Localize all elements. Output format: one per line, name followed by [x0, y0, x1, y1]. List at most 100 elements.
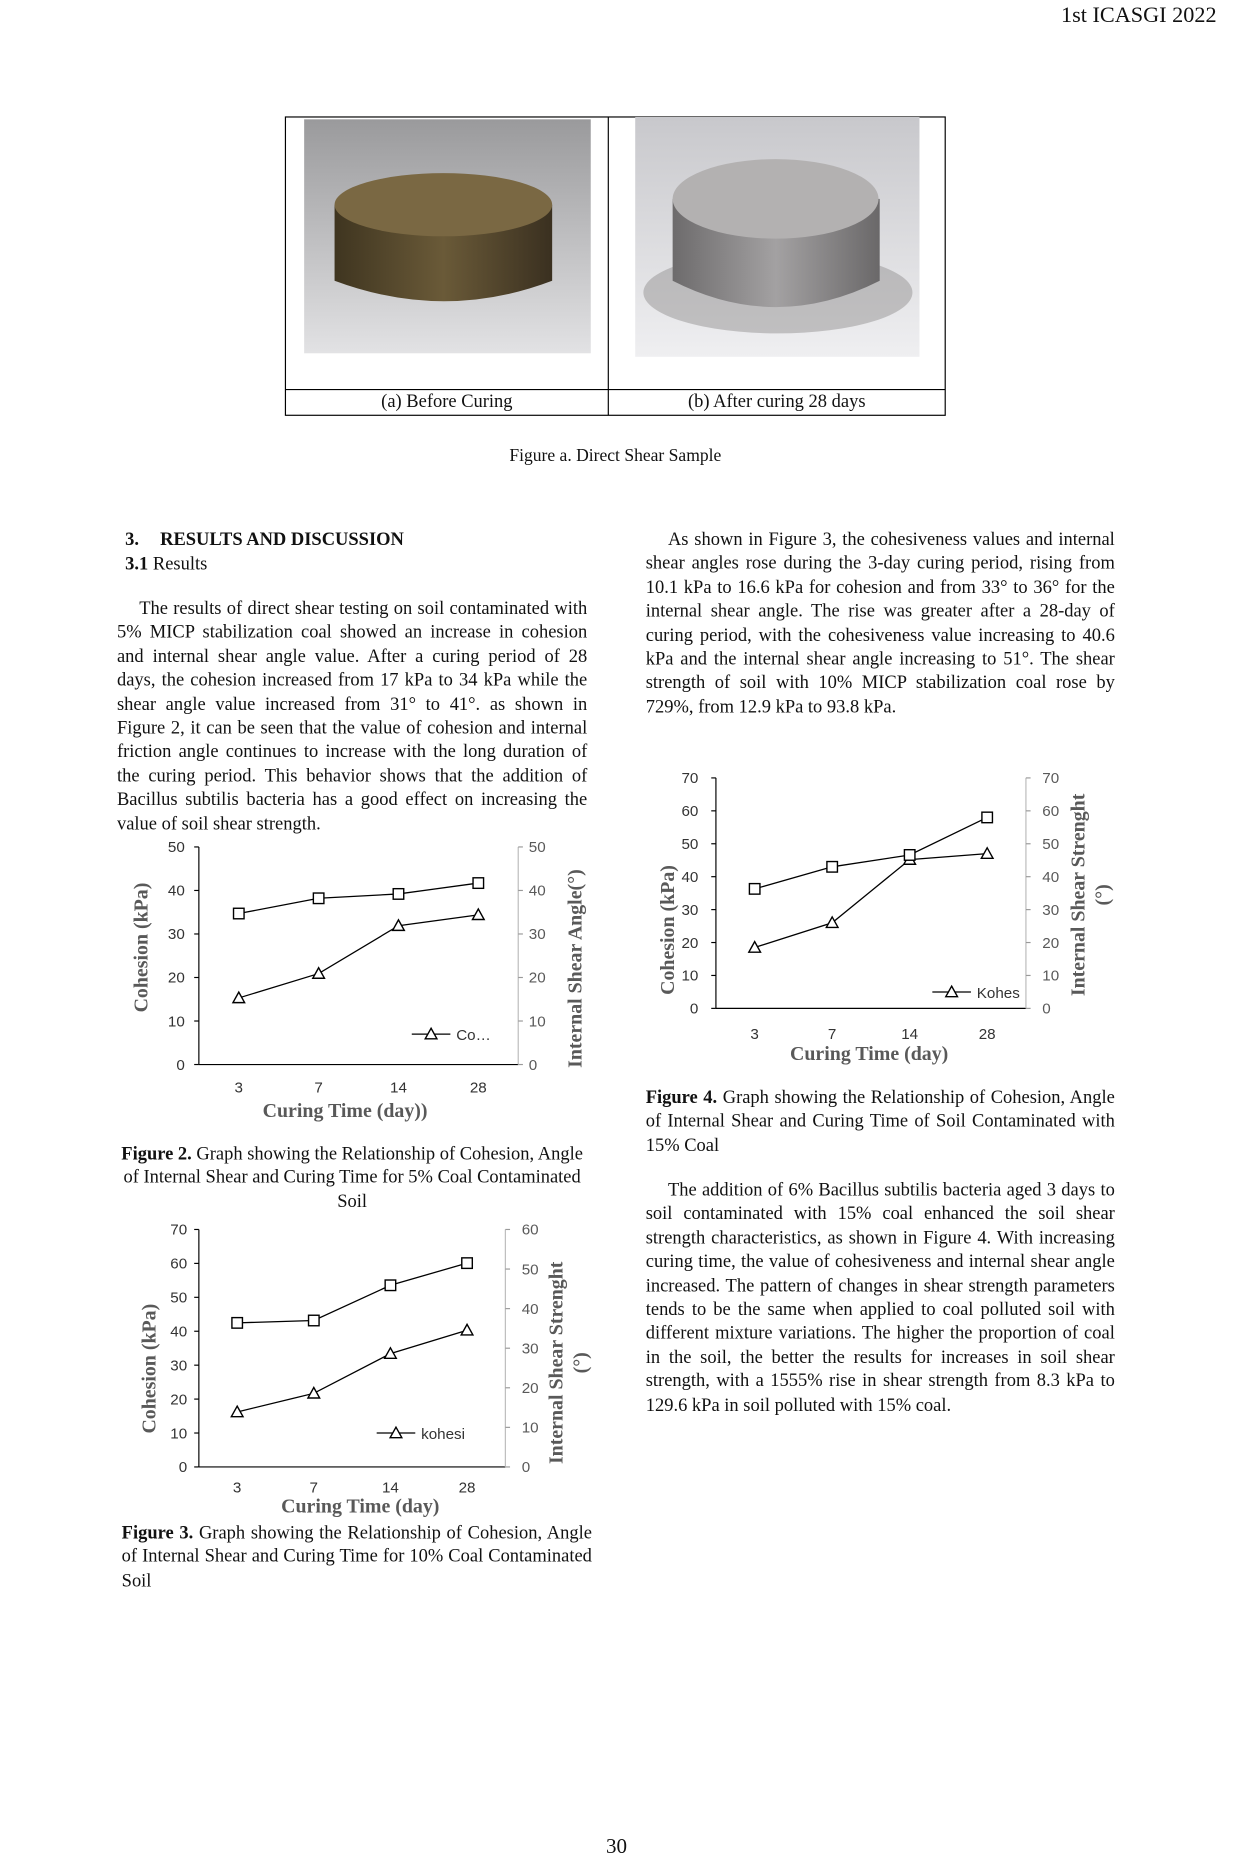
sample-top — [334, 173, 553, 237]
x-tick-label: 14 — [390, 1080, 407, 1097]
y-tick-label: 0 — [690, 1001, 698, 1018]
y-tick-label: 20 — [681, 935, 698, 952]
subsection-heading: 3.1 Results — [125, 553, 593, 577]
y2-axis-label: Internal Shear Angle(°) — [564, 869, 586, 1068]
x-tick-label: 7 — [828, 1026, 836, 1043]
subsection-number: 3.1 — [125, 554, 149, 575]
legend-marker — [388, 1425, 404, 1439]
x-tick-label: 3 — [235, 1080, 243, 1097]
data-point — [903, 848, 916, 861]
y2-tick-label: 20 — [529, 970, 546, 987]
caption-cell: (b) After curing 28 days — [687, 391, 866, 412]
y2-tick-label: 50 — [522, 1261, 539, 1278]
series-line — [237, 1262, 468, 1324]
x-axis-label: Curing Time (day) — [281, 1496, 439, 1518]
y-tick-label: 10 — [170, 1425, 187, 1442]
subsection-title: Results — [152, 554, 208, 575]
y-tick-label: 20 — [170, 1391, 187, 1408]
x-tick-label: 7 — [310, 1480, 318, 1497]
data-point — [312, 892, 325, 905]
y-tick-label: 60 — [170, 1256, 187, 1273]
y-tick-label: 40 — [681, 869, 698, 886]
data-point — [311, 966, 326, 979]
y2-axis-label: (°) — [1092, 884, 1114, 905]
paragraph: The results of direct shear testing on s… — [116, 598, 588, 834]
y2-tick-label: 60 — [522, 1222, 539, 1239]
y2-axis-label: Internal Shear Strenght — [1067, 793, 1089, 996]
figure-caption: Figure 3. Graph showing the Relationship… — [122, 1522, 592, 1594]
y-tick-label: 30 — [170, 1357, 187, 1374]
data-point — [391, 918, 406, 932]
data-point — [231, 1316, 244, 1329]
section-heading: 3. RESULTS AND DISCUSSION — [125, 529, 593, 553]
y2-tick-label: 10 — [1042, 968, 1059, 985]
section-number: 3. — [125, 529, 140, 550]
x-tick-label: 28 — [459, 1480, 476, 1497]
legend-label: Kohes — [977, 985, 1020, 1002]
caption-text: Graph showing the Relationship of Cohesi… — [645, 1087, 1115, 1156]
caption-cell: (a) Before Curing — [381, 391, 513, 412]
y2-tick-label: 0 — [529, 1057, 537, 1074]
figure-caption: Figure 2. Graph showing the Relationship… — [117, 1143, 587, 1215]
y-axis-label: Cohesion (kPa) — [657, 865, 679, 995]
data-point — [384, 1279, 397, 1292]
paragraph: As shown in Figure 3, the cohesiveness v… — [645, 529, 1115, 717]
y-tick-label: 70 — [681, 770, 698, 787]
data-point — [392, 887, 405, 900]
y2-tick-label: 70 — [1042, 770, 1059, 787]
data-point — [231, 990, 246, 1004]
caption-label: Figure 3. — [121, 1523, 194, 1543]
y-tick-label: 60 — [681, 803, 698, 820]
y-tick-label: 10 — [168, 1013, 185, 1030]
y2-tick-label: 40 — [1042, 869, 1059, 886]
x-axis-label: Curing Time (day) — [790, 1043, 948, 1065]
figure-frame — [284, 116, 946, 416]
y-tick-label: 50 — [681, 836, 698, 853]
data-point — [307, 1314, 320, 1327]
legend-marker — [424, 1026, 439, 1040]
caption-text: Graph showing the Relationship of Cohesi… — [121, 1523, 592, 1591]
data-point — [747, 940, 762, 953]
y-tick-label: 10 — [681, 968, 698, 985]
page-number: 30 — [605, 1834, 628, 1858]
y-tick-label: 30 — [681, 902, 698, 919]
y2-tick-label: 10 — [522, 1420, 539, 1437]
data-point — [461, 1257, 474, 1270]
y2-tick-label: 40 — [522, 1301, 539, 1318]
data-point — [825, 915, 840, 929]
series-line — [238, 914, 479, 999]
paragraph: The addition of 6% Bacillus subtilis bac… — [645, 1180, 1115, 1416]
series-line — [754, 853, 988, 949]
y-tick-label: 50 — [170, 1290, 187, 1307]
y-tick-label: 40 — [168, 883, 185, 900]
caption-text: Graph showing the Relationship of Cohesi… — [123, 1144, 583, 1212]
y2-tick-label: 0 — [522, 1459, 530, 1476]
y2-tick-label: 30 — [529, 926, 546, 943]
series-line — [237, 1329, 468, 1413]
caption-label: Figure 2. — [121, 1144, 192, 1164]
x-tick-label: 7 — [314, 1080, 322, 1097]
y2-tick-label: 30 — [1042, 902, 1059, 919]
x-tick-label: 14 — [901, 1026, 918, 1043]
y2-axis-label: Internal Shear Strenght — [546, 1261, 568, 1464]
legend-label: Co… — [456, 1027, 491, 1044]
y-tick-label: 70 — [170, 1222, 187, 1239]
y2-tick-label: 50 — [529, 839, 546, 856]
series-line — [754, 816, 988, 890]
data-point — [306, 1386, 321, 1399]
y2-tick-label: 0 — [1042, 1001, 1050, 1018]
data-point — [980, 846, 995, 860]
data-point — [383, 1346, 398, 1360]
y-tick-label: 40 — [170, 1324, 187, 1341]
y-tick-label: 0 — [176, 1057, 184, 1074]
series-line — [238, 882, 479, 915]
y-tick-label: 30 — [168, 926, 185, 943]
data-point — [471, 907, 486, 921]
section-title: RESULTS AND DISCUSSION — [160, 529, 404, 550]
sample-top — [672, 159, 879, 239]
y2-tick-label: 20 — [1042, 935, 1059, 952]
x-axis-label: Curing Time (day)) — [263, 1100, 428, 1122]
x-tick-label: 3 — [233, 1480, 241, 1497]
